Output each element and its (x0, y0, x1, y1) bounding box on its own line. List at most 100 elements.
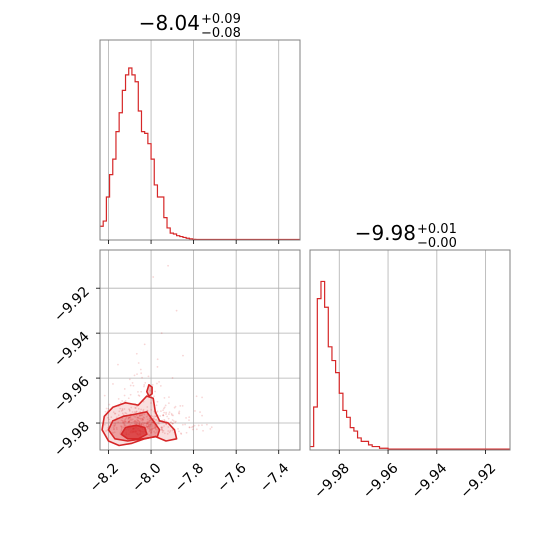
scatter-point (148, 419, 151, 422)
scatter-point (119, 407, 121, 410)
scatter-point (148, 426, 151, 429)
scatter-point (138, 422, 141, 424)
scatter-point (152, 276, 155, 278)
panel-2-histogram (310, 280, 510, 450)
scatter-point (148, 428, 151, 431)
scatter-point (122, 426, 125, 429)
scatter-point (154, 432, 157, 434)
scatter-point (164, 404, 167, 407)
scatter-point (193, 424, 196, 427)
scatter-point (133, 420, 136, 423)
scatter-point (115, 428, 118, 431)
scatter-point (150, 429, 153, 432)
scatter-point (148, 434, 151, 437)
scatter-point (158, 380, 160, 383)
scatter-point (169, 421, 172, 424)
scatter-point (121, 409, 124, 412)
scatter-point (154, 428, 157, 430)
scatter-point (181, 423, 184, 426)
scatter-point (129, 418, 132, 420)
scatter-point (184, 423, 187, 426)
scatter-point (140, 408, 142, 411)
scatter-point (154, 426, 156, 429)
scatter-point (210, 426, 213, 429)
scatter-point (156, 431, 158, 433)
scatter-point (171, 419, 174, 421)
scatter-point (123, 408, 126, 410)
scatter-point (137, 419, 140, 422)
scatter-point (149, 423, 152, 426)
scatter-point (149, 389, 152, 392)
scatter-point (156, 382, 158, 385)
scatter-point (150, 431, 153, 434)
scatter-point (171, 422, 174, 425)
scatter-point (148, 430, 151, 433)
scatter-point (121, 408, 124, 410)
scatter-point (138, 395, 141, 397)
scatter-point (172, 420, 175, 422)
scatter-point (177, 411, 180, 414)
scatter-point (138, 417, 141, 420)
scatter-point (153, 415, 156, 417)
scatter-point (124, 424, 127, 427)
panel-marginal-2: −9.98 +0.01 −0.00 −9.98 −9.96 −9.94 −9.92 (309, 221, 511, 502)
scatter-point (133, 374, 136, 377)
scatter-point (120, 425, 123, 428)
scatter-point (145, 424, 148, 427)
scatter-point (159, 415, 162, 417)
scatter-point (151, 415, 154, 418)
scatter-point (132, 420, 135, 423)
panel-3-y-tick-label-2: −9.96 (51, 374, 93, 416)
scatter-point (185, 417, 187, 419)
scatter-point (153, 417, 155, 419)
scatter-point (121, 412, 124, 415)
scatter-point (112, 431, 114, 434)
scatter-point (140, 414, 143, 417)
scatter-point (112, 383, 114, 385)
scatter-point (143, 384, 146, 386)
scatter-point (137, 390, 139, 393)
scatter-point (114, 412, 117, 415)
scatter-point (161, 428, 163, 431)
scatter-point (142, 410, 145, 412)
scatter-point (149, 425, 152, 428)
panel-3-frame (99, 249, 301, 451)
scatter-point (134, 421, 137, 424)
scatter-point (123, 424, 126, 427)
scatter-point (136, 423, 138, 426)
scatter-point (105, 407, 108, 410)
panel-1-title: −8.04 (139, 11, 200, 35)
scatter-point (209, 428, 212, 430)
contour-inner (120, 424, 148, 440)
panel-2-tick-label-1: −9.96 (360, 460, 402, 502)
panel-2-title-value: −9.98 (355, 221, 416, 245)
scatter-point (150, 423, 152, 426)
scatter-point (147, 425, 150, 428)
scatter-point (118, 410, 121, 413)
scatter-point (148, 420, 151, 423)
scatter-point (107, 407, 110, 410)
scatter-point (124, 400, 127, 402)
scatter-point (120, 419, 123, 422)
scatter-point (151, 428, 153, 430)
scatter-point (137, 417, 140, 420)
scatter-point (128, 420, 131, 423)
scatter-point (119, 425, 122, 428)
scatter-point (127, 420, 130, 423)
scatter-point (142, 408, 145, 411)
scatter-point (188, 419, 190, 422)
scatter-point (140, 372, 143, 375)
panel-1-title-lower: −0.08 (201, 26, 241, 41)
panel-3-scatter-points (102, 264, 213, 437)
scatter-point (145, 422, 148, 424)
scatter-point (174, 420, 177, 423)
scatter-point (158, 422, 161, 425)
panel-2-title-upper: +0.01 (417, 222, 457, 237)
scatter-point (173, 406, 176, 409)
panel-3-x-tick-label-0: −8.2 (87, 460, 122, 495)
scatter-point (188, 416, 191, 419)
panel-3-ticks: −8.2 −8.0 −7.8 −7.6 −7.4 −9.92−9.94−9.96−9.98 (51, 284, 292, 496)
scatter-point (177, 427, 179, 430)
scatter-point (124, 420, 127, 423)
scatter-point (195, 395, 198, 398)
